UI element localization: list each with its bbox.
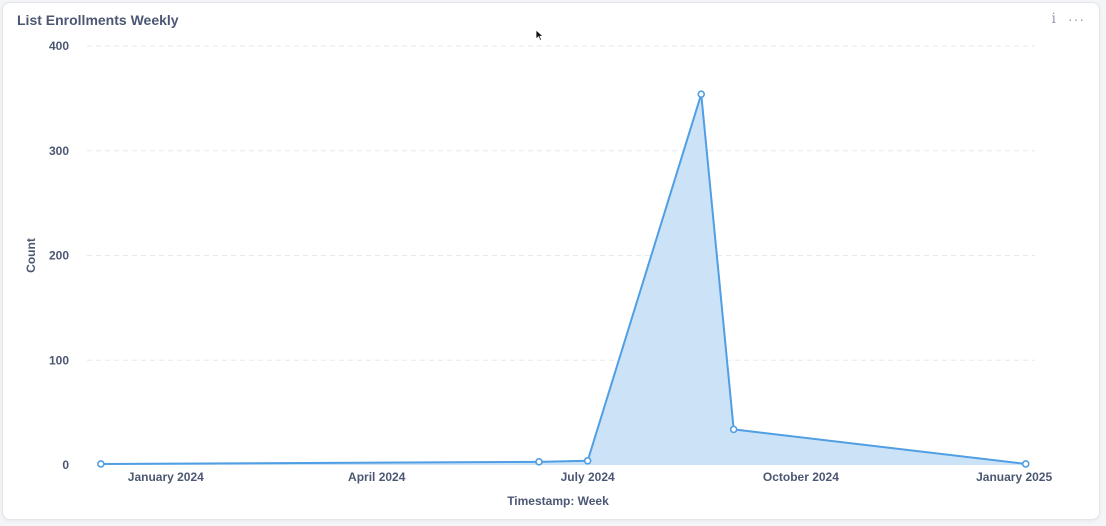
card-title[interactable]: List Enrollments Weekly (17, 12, 179, 28)
y-tick-label: 400 (49, 39, 69, 53)
info-icon[interactable]: i (1051, 11, 1056, 27)
area-fill (100, 94, 1026, 465)
x-tick-label: October 2024 (763, 470, 839, 484)
data-point[interactable] (97, 460, 105, 468)
y-axis-ticks: 0 100 200 300 400 (49, 39, 69, 472)
y-tick-label: 200 (49, 249, 69, 263)
grid-lines (87, 45, 1035, 361)
x-axis-ticks: January 2024 April 2024 July 2024 October 2… (128, 470, 1053, 484)
data-point[interactable] (729, 425, 738, 434)
data-point[interactable] (535, 458, 543, 466)
y-tick-label: 100 (49, 353, 69, 367)
chart-card: List Enrollments Weekly i ··· (2, 2, 1100, 520)
y-axis-title: Count (24, 238, 38, 273)
x-axis-title: Timestamp: Week (507, 494, 609, 508)
card-actions: i ··· (1052, 10, 1085, 28)
x-tick-label: January 2024 (128, 470, 204, 484)
data-points (97, 90, 1030, 468)
y-tick-label: 300 (49, 144, 69, 158)
series-line (100, 93, 1026, 465)
y-tick-label: 0 (62, 458, 69, 472)
data-point[interactable] (697, 90, 706, 98)
x-tick-label: January 2025 (976, 470, 1052, 484)
data-point[interactable] (1021, 460, 1030, 468)
mouse-cursor-icon (535, 29, 545, 42)
chart-area (100, 93, 1026, 465)
data-point[interactable] (583, 457, 592, 465)
more-options-icon[interactable]: ··· (1068, 11, 1085, 27)
x-tick-label: July 2024 (561, 470, 615, 484)
x-tick-label: April 2024 (348, 470, 406, 484)
